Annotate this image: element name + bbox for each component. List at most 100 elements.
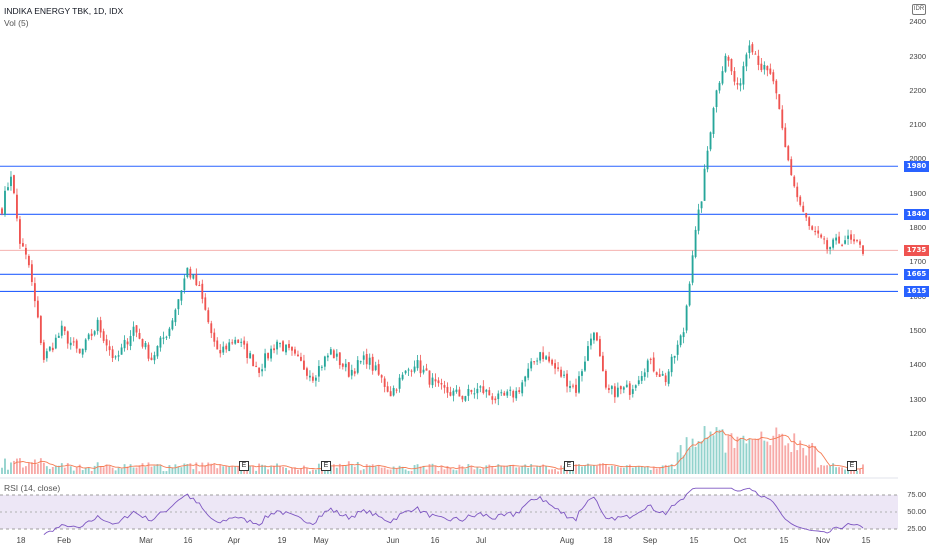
volume-bar [850,469,852,474]
candle-body [39,316,42,344]
x-axis-tick: 15 [689,536,699,545]
candle-body [350,369,353,376]
volume-bar [446,466,449,474]
candle-body [745,54,748,67]
volume-bar [664,464,667,474]
level-price-tag[interactable]: 1615 [904,285,929,297]
candle-body [69,342,72,346]
rsi-axis-tick: 25.00 [907,524,926,533]
volume-bar [491,466,494,474]
volume-bar [548,469,551,474]
candle-body [314,377,317,381]
volume-bar [156,464,159,474]
candle-body [192,274,195,279]
currency-badge[interactable]: IDR [912,4,926,15]
volume-bar [78,464,81,474]
candle-body [261,369,264,372]
candle-body [793,176,796,187]
candle-body [640,376,643,381]
candle-body [572,385,574,387]
candle-body [392,387,395,396]
volume-bar [129,464,132,474]
x-axis-tick: Feb [57,536,71,545]
candle-body [222,346,225,353]
volume-bar [847,468,849,474]
earnings-marker[interactable]: E [847,461,857,471]
volume-bar [613,465,616,474]
level-price-tag[interactable]: 1980 [904,160,929,172]
volume-bar [353,466,356,474]
candle-body [733,71,736,82]
candle-body [706,150,709,170]
volume-bar [359,470,362,474]
volume-bar [249,465,252,474]
volume-bar [515,467,518,474]
volume-bar [410,470,413,474]
volume-bar [485,465,488,474]
candle-body [201,283,204,299]
candle-body [724,55,727,72]
volume-bar [518,467,521,474]
volume-bar [7,469,9,474]
candle-body [814,230,817,233]
volume-bar [75,467,78,474]
volume-bar [36,464,39,474]
x-axis-tick: 16 [430,536,440,545]
candle-body [297,354,299,357]
candle-body [643,372,646,377]
volume-bar [132,467,135,474]
candle-body [237,339,240,343]
last-price-tag[interactable]: 1735 [904,244,929,256]
candle-body [389,391,392,397]
candle-body [497,393,500,400]
earnings-marker[interactable]: E [321,461,331,471]
volume-bar [787,443,790,474]
volume-bar [610,465,613,474]
earnings-marker[interactable]: E [564,461,574,471]
volume-bar [392,466,395,474]
volume-bar [844,469,846,474]
candle-body [165,336,168,338]
volume-bar [578,464,580,474]
volume-bar [643,467,646,474]
candle-body [434,379,437,382]
volume-bar [811,442,814,474]
volume-bar [350,464,353,474]
candle-body [90,333,93,336]
volume-bar [204,465,207,474]
candle-body [581,371,583,376]
earnings-marker[interactable]: E [239,461,249,471]
candle-body [458,389,461,397]
rsi-axis-tick: 50.00 [907,507,926,516]
volume-bar [835,467,838,474]
candle-body [27,255,30,266]
candle-body [285,344,287,353]
candle-body [784,127,787,148]
volume-bar [22,467,24,474]
volume-bar [300,468,302,474]
volume-bar [51,467,54,474]
volume-bar [362,469,365,474]
candle-body [533,361,536,363]
candle-body [805,213,808,218]
candle-body [658,374,661,377]
candle-body [778,94,781,110]
candle-body [338,352,341,366]
level-price-tag[interactable]: 1840 [904,208,929,220]
candle-body [93,331,96,335]
candle-body [601,355,604,372]
volume-bar [724,452,727,474]
level-price-tag[interactable]: 1665 [904,268,929,280]
candle-body [527,368,530,378]
volume-bar [431,463,434,474]
candle-body [19,219,21,244]
volume-bar [772,435,775,474]
volume-bar [309,471,311,474]
volume-bar [237,466,240,474]
volume-bar [365,464,368,474]
candle-body [634,385,637,388]
x-axis-tick: 16 [183,536,193,545]
candle-body [60,325,63,336]
candle-body [512,391,515,398]
